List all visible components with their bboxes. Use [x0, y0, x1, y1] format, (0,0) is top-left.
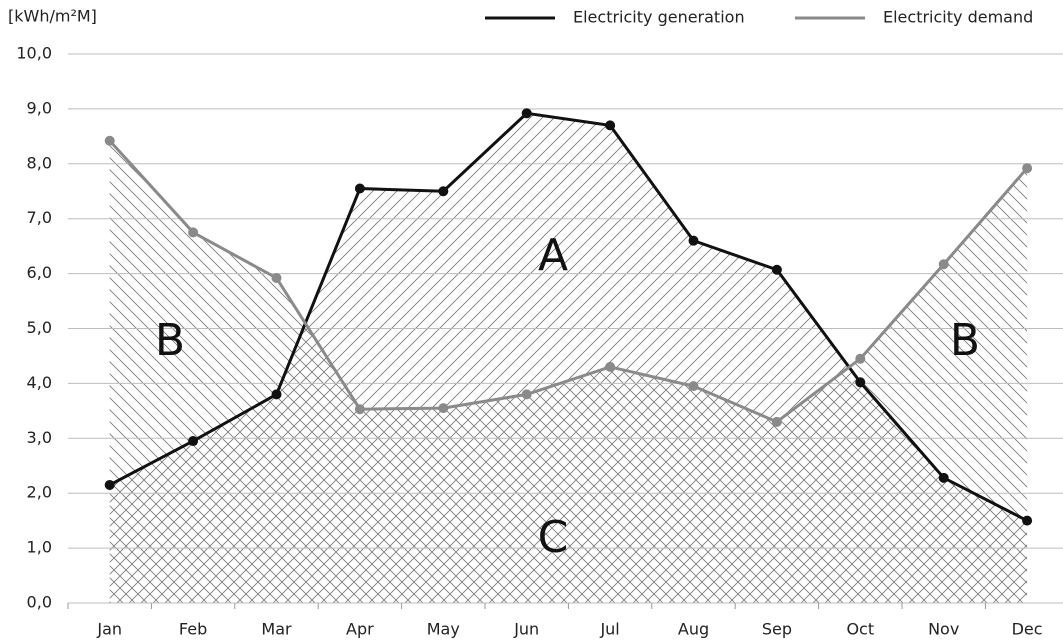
data-point: [271, 272, 282, 283]
x-tick-label: Jun: [513, 620, 539, 639]
data-point: [855, 377, 866, 388]
x-tick-label: Dec: [1012, 620, 1043, 639]
x-tick-label: Mar: [261, 620, 292, 639]
x-tick-label: Oct: [846, 620, 874, 639]
x-tick-label: May: [427, 620, 460, 639]
data-point: [938, 472, 949, 483]
data-point: [521, 108, 532, 119]
data-point: [1022, 515, 1033, 526]
data-point: [271, 389, 282, 400]
annotation: B: [155, 315, 185, 366]
data-point: [605, 120, 616, 131]
annotation: A: [538, 230, 568, 281]
area-hatch: [109, 140, 1028, 603]
y-tick-label: 8,0: [27, 153, 52, 172]
legend-label: Electricity demand: [883, 8, 1033, 27]
data-point: [855, 353, 866, 364]
y-tick-label: 5,0: [27, 318, 52, 337]
x-tick-label: Sep: [762, 620, 792, 639]
x-tick-label: Jul: [599, 620, 619, 639]
data-point: [104, 479, 115, 490]
x-tick-label: Jan: [96, 620, 122, 639]
data-point: [188, 436, 199, 447]
y-axis-label: [kWh/m²M]: [8, 7, 97, 26]
data-point: [605, 361, 616, 372]
y-tick-label: 4,0: [27, 373, 52, 392]
data-point: [438, 186, 449, 197]
y-tick-label: 1,0: [27, 538, 52, 557]
y-tick-label: 6,0: [27, 263, 52, 282]
data-point: [688, 235, 699, 246]
x-tick-label: Nov: [928, 620, 959, 639]
data-point: [771, 264, 782, 275]
data-point: [438, 403, 449, 414]
data-point: [521, 389, 532, 400]
x-tick-label: Aug: [678, 620, 709, 639]
series-line: [109, 111, 1028, 522]
y-tick-label: 10,0: [16, 44, 52, 63]
y-tick-label: 7,0: [27, 208, 52, 227]
y-tick-label: 3,0: [27, 428, 52, 447]
series-line: [108, 139, 1029, 424]
data-point: [354, 183, 365, 194]
annotation: C: [538, 512, 569, 563]
x-tick-label: Apr: [346, 620, 374, 639]
data-point: [354, 404, 365, 415]
annotation: B: [950, 315, 980, 366]
data-point: [771, 416, 782, 427]
data-point: [688, 381, 699, 392]
y-tick-label: 2,0: [27, 483, 52, 502]
legend-label: Electricity generation: [573, 8, 745, 27]
y-tick-label: 0,0: [27, 593, 52, 612]
data-point: [938, 259, 949, 270]
data-point: [188, 227, 199, 238]
y-tick-label: 9,0: [27, 98, 52, 117]
data-point: [1022, 163, 1033, 174]
data-point: [104, 135, 115, 146]
x-tick-label: Feb: [179, 620, 207, 639]
